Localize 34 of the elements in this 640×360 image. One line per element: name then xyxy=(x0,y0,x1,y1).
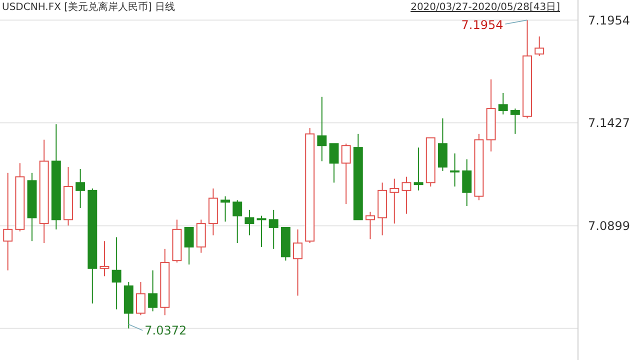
candlestick xyxy=(256,215,266,248)
candlestick xyxy=(136,282,146,316)
candlestick xyxy=(498,92,508,115)
candlestick xyxy=(76,168,86,208)
chart-subtitle: 2020/03/27-2020/05/28[43日] xyxy=(410,2,560,13)
candlestick xyxy=(196,219,206,254)
candlestick xyxy=(329,143,339,184)
candlestick xyxy=(100,240,110,277)
candlestick xyxy=(317,96,327,162)
candlestick xyxy=(268,209,278,250)
candlestick xyxy=(438,118,448,172)
candlestick xyxy=(414,147,424,191)
candlestick xyxy=(341,143,351,205)
candlestick xyxy=(366,211,375,240)
candlestick xyxy=(450,152,460,188)
chart-title: USDCNH.FX [美元兑离岸人民币] 日线 xyxy=(2,1,176,13)
candlestick xyxy=(184,226,194,265)
candlestick xyxy=(244,209,254,236)
candlestick xyxy=(402,176,412,214)
candlestick xyxy=(220,196,230,222)
candlestick xyxy=(462,158,472,207)
candlestick xyxy=(148,270,158,312)
annotation: 7.1954 xyxy=(461,18,504,32)
candlestick xyxy=(510,108,520,134)
candlestick xyxy=(534,36,544,56)
candlestick xyxy=(390,178,400,224)
candlestick xyxy=(112,236,122,310)
annotation: 7.0372 xyxy=(144,323,187,338)
y-tick-label: 7.1427 xyxy=(588,116,630,130)
candlestick xyxy=(232,200,242,244)
candlestick xyxy=(3,172,13,271)
y-tick-label: 7.1954 xyxy=(588,13,630,28)
candlestick xyxy=(293,228,302,296)
y-tick-label: 7.0899 xyxy=(588,218,630,233)
